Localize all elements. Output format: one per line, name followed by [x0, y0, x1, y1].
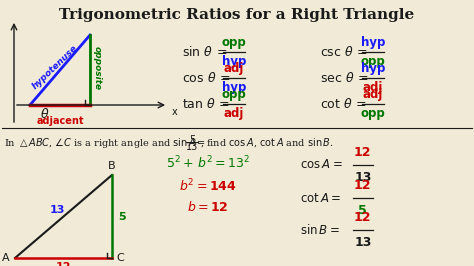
- Text: 12: 12: [354, 211, 372, 224]
- Text: $\sec\,\theta\,=$: $\sec\,\theta\,=$: [320, 71, 368, 85]
- Text: x: x: [172, 107, 178, 117]
- Text: opp: opp: [361, 55, 385, 68]
- Text: $\cot A = $: $\cot A = $: [300, 192, 341, 205]
- Text: , find $\cos A$, $\cot A$ and $\sin B$.: , find $\cos A$, $\cot A$ and $\sin B$.: [200, 136, 334, 149]
- Text: 12: 12: [354, 179, 372, 192]
- Text: 5: 5: [358, 204, 367, 217]
- Text: opp: opp: [222, 36, 246, 49]
- Text: $\csc\,\theta\,=$: $\csc\,\theta\,=$: [320, 45, 368, 59]
- Text: opp: opp: [361, 107, 385, 120]
- Text: hyp: hyp: [361, 36, 385, 49]
- Text: $\cot\,\theta\,=$: $\cot\,\theta\,=$: [320, 97, 367, 111]
- Text: adj: adj: [363, 81, 383, 94]
- Text: B: B: [108, 161, 116, 171]
- Text: adjacent: adjacent: [36, 116, 84, 126]
- Text: $5^2 +\, \mathit{b}^2 = 13^2$: $5^2 +\, \mathit{b}^2 = 13^2$: [166, 155, 250, 172]
- Text: 12: 12: [55, 262, 71, 266]
- Text: 13: 13: [186, 142, 198, 152]
- Text: 13: 13: [354, 236, 372, 249]
- Text: adj: adj: [363, 88, 383, 101]
- Text: hyp: hyp: [222, 55, 246, 68]
- Text: 5: 5: [189, 135, 195, 145]
- Text: $\tan\,\theta\,=$: $\tan\,\theta\,=$: [182, 97, 230, 111]
- Text: adj: adj: [224, 107, 244, 120]
- Text: 5: 5: [118, 212, 126, 222]
- Text: hypotenuse: hypotenuse: [30, 43, 80, 91]
- Text: $\sin\,\theta\,=$: $\sin\,\theta\,=$: [182, 45, 228, 59]
- Text: $\cos A = $: $\cos A = $: [300, 159, 343, 172]
- Text: $\cos\,\theta\,=$: $\cos\,\theta\,=$: [182, 71, 230, 85]
- Text: $\theta$: $\theta$: [40, 107, 49, 121]
- Text: hyp: hyp: [222, 81, 246, 94]
- Text: $\sin B = $: $\sin B = $: [300, 223, 340, 237]
- Text: 13: 13: [354, 171, 372, 184]
- Text: In $\triangle ABC$, $\angle C$ is a right angle and $\sin A = $: In $\triangle ABC$, $\angle C$ is a righ…: [4, 136, 206, 150]
- Text: adj: adj: [224, 62, 244, 75]
- Text: $\mathit{b} = \mathbf{12}$: $\mathit{b} = \mathbf{12}$: [187, 200, 229, 214]
- Text: opp: opp: [222, 88, 246, 101]
- Text: 13: 13: [49, 205, 64, 215]
- Text: hyp: hyp: [361, 62, 385, 75]
- Text: $\mathit{b}^2 = \mathbf{144}$: $\mathit{b}^2 = \mathbf{144}$: [179, 178, 237, 195]
- Text: Trigonometric Ratios for a Right Triangle: Trigonometric Ratios for a Right Triangl…: [59, 8, 415, 22]
- Text: opposite: opposite: [92, 46, 101, 90]
- Text: 12: 12: [354, 146, 372, 159]
- Text: C: C: [116, 253, 124, 263]
- Text: A: A: [2, 253, 10, 263]
